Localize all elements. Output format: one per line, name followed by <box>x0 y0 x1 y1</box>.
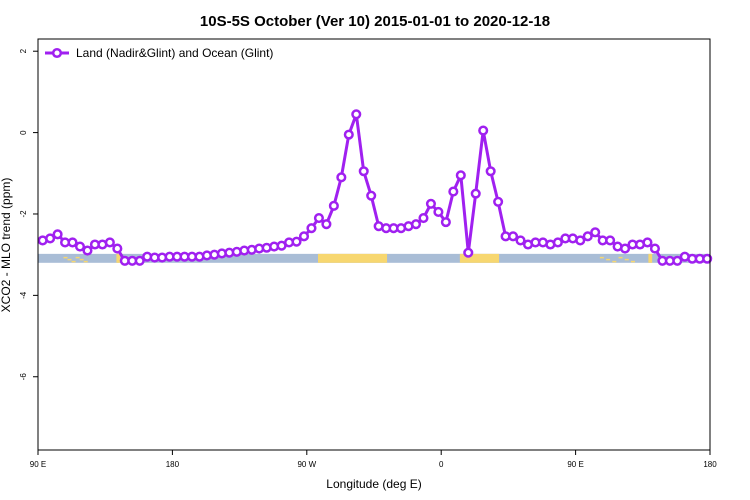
data-point <box>45 233 56 244</box>
data-point <box>455 170 466 181</box>
data-point <box>552 237 563 248</box>
island-speck <box>599 256 604 259</box>
island-speck <box>624 258 629 261</box>
data-point <box>67 237 78 248</box>
data-point <box>298 231 310 242</box>
y-tick-label: 0 <box>19 130 28 135</box>
y-tick-label: 2 <box>19 48 28 53</box>
data-point <box>605 235 616 246</box>
data-point <box>336 172 347 183</box>
data-point <box>291 236 302 247</box>
data-point <box>351 109 362 120</box>
data-point <box>358 166 369 177</box>
data-point <box>321 219 332 230</box>
data-point <box>702 253 713 264</box>
data-point <box>74 241 86 252</box>
data-point <box>328 200 339 211</box>
data-point <box>366 190 377 201</box>
island-speck <box>618 256 623 259</box>
x-tick-label: 180 <box>166 460 180 469</box>
x-axis: 90 E 180 90 W 0 90 E 180 <box>30 450 717 469</box>
island-speck <box>630 260 635 263</box>
y-tick-label: -4 <box>19 291 28 299</box>
data-point <box>642 237 653 248</box>
island-speck <box>79 258 84 261</box>
data-point <box>343 129 354 140</box>
land-segment <box>116 253 121 263</box>
data-point <box>410 219 422 230</box>
data-point <box>82 245 93 256</box>
data-point <box>440 217 451 228</box>
y-axis-label: XCO2 - MLO trend (ppm) <box>0 178 13 313</box>
data-point <box>425 198 436 209</box>
island-speck <box>606 258 611 261</box>
island-speck <box>63 256 68 259</box>
x-tick-label: 90 E <box>30 460 46 469</box>
chart-title: 10S-5S October (Ver 10) 2015-01-01 to 20… <box>200 13 550 30</box>
data-point <box>672 255 683 266</box>
land-segment <box>318 253 388 263</box>
island-speck <box>612 260 617 263</box>
data-point <box>52 229 63 240</box>
y-tick-label: -6 <box>19 373 28 381</box>
x-tick-label: 180 <box>703 460 717 469</box>
land-segment <box>648 253 653 263</box>
data-point <box>470 188 481 199</box>
x-tick-label: 90 E <box>567 460 583 469</box>
data-point <box>582 231 593 242</box>
data-point <box>104 237 115 248</box>
island-speck <box>83 260 88 263</box>
data-point <box>649 243 660 254</box>
plot-frame <box>37 38 711 451</box>
x-axis-label: Longitude (deg E) <box>326 477 421 491</box>
data-point <box>508 231 519 242</box>
data-point <box>478 125 489 136</box>
y-tick-label: -2 <box>19 210 28 218</box>
x-tick-label: 90 W <box>297 460 316 469</box>
data-point <box>433 206 444 217</box>
surface-band <box>38 253 710 263</box>
data-point <box>590 227 601 238</box>
data-point <box>515 235 526 246</box>
island-speck <box>71 260 76 263</box>
data-point <box>418 212 429 224</box>
data-point <box>485 166 496 177</box>
data-point <box>463 247 474 258</box>
data-point <box>306 223 317 234</box>
legend-marker-swatch <box>51 47 63 59</box>
data-point <box>112 243 123 254</box>
series-layer <box>37 109 713 266</box>
island-speck <box>67 258 72 261</box>
data-point <box>620 243 631 254</box>
x-tick-label: 0 <box>439 460 444 469</box>
data-point <box>313 212 324 224</box>
data-point <box>575 235 586 246</box>
island-speck <box>75 256 80 259</box>
y-axis: 2 0 -2 -4 -6 <box>19 48 38 380</box>
legend: Land (Nadir&Glint) and Ocean (Glint) <box>45 46 273 60</box>
land-segment <box>459 253 500 263</box>
data-point <box>493 196 504 207</box>
legend-label: Land (Nadir&Glint) and Ocean (Glint) <box>76 46 273 60</box>
data-point <box>448 186 459 197</box>
data-point <box>134 255 145 266</box>
